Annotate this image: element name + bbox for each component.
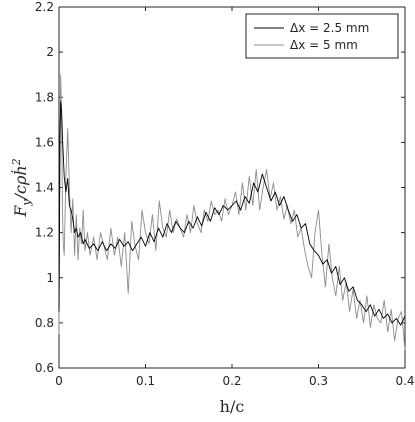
y-axis-label-main: F bbox=[11, 205, 30, 218]
y-axis-label: Fy/cρḣ2 bbox=[10, 158, 33, 217]
y-tick-label: 0.8 bbox=[35, 316, 54, 330]
legend: Δx = 2.5 mm Δx = 5 mm bbox=[245, 13, 399, 59]
y-tick-label: 1.4 bbox=[35, 181, 54, 195]
x-tick-label: 0.3 bbox=[309, 374, 328, 388]
y-tick-label: 2.2 bbox=[35, 0, 54, 14]
plot-area: 0 0.1 0.2 0.3 0.4 0.6 0.8 1 1.2 1.4 1.6 1.8 2 2.2 bbox=[35, 0, 415, 388]
y-tick-label: 0.6 bbox=[35, 361, 54, 375]
y-axis-label-sub: y bbox=[20, 199, 33, 207]
x-axis-ticks: 0 0.1 0.2 0.3 0.4 bbox=[55, 7, 415, 388]
y-tick-label: 1 bbox=[46, 271, 54, 285]
x-axis-label: h/c bbox=[220, 397, 245, 416]
legend-label-series-2: Δx = 5 mm bbox=[290, 38, 358, 52]
x-tick-label: 0.4 bbox=[395, 374, 414, 388]
y-axis-ticks: 0.6 0.8 1 1.2 1.4 1.6 1.8 2 2.2 bbox=[35, 0, 405, 375]
x-tick-label: 0.1 bbox=[136, 374, 155, 388]
y-tick-label: 2 bbox=[46, 45, 54, 59]
y-tick-label: 1.8 bbox=[35, 90, 54, 104]
legend-box bbox=[245, 13, 399, 59]
y-axis-label-rest: /cρḣ bbox=[10, 165, 30, 201]
y-axis-label-sup: 2 bbox=[10, 158, 23, 166]
series-group bbox=[58, 74, 406, 350]
x-tick-label: 0 bbox=[55, 374, 63, 388]
x-tick-label: 0.2 bbox=[222, 374, 241, 388]
plot-frame bbox=[58, 6, 406, 369]
y-tick-label: 1.2 bbox=[35, 226, 54, 240]
y-tick-label: 1.6 bbox=[35, 135, 54, 149]
legend-label-series-1: Δx = 2.5 mm bbox=[290, 21, 369, 35]
series-line-1 bbox=[58, 101, 406, 326]
